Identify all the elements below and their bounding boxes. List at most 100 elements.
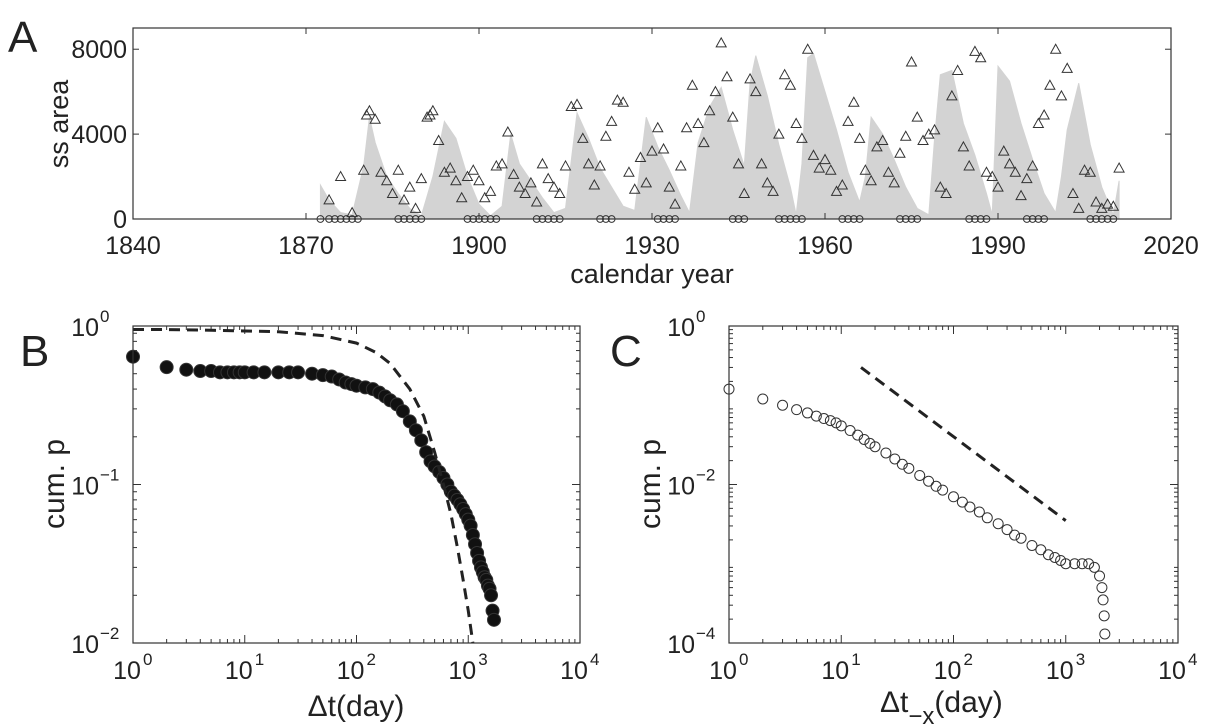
x-tick-label: 1990	[970, 232, 1026, 260]
panel-a-frame	[132, 27, 1172, 220]
panel-c-y-tick-exponent: −2	[696, 466, 715, 485]
triangle-marker	[911, 111, 924, 122]
panel-label-c: C	[610, 327, 642, 376]
panel-c-data-point	[1069, 558, 1081, 570]
triangle-marker	[796, 132, 808, 143]
triangle-marker	[686, 79, 699, 90]
panel-b-data-point	[395, 404, 410, 419]
triangle-marker	[1032, 117, 1045, 128]
x-tick-label: 1930	[624, 232, 680, 260]
panel-c-data-point	[824, 415, 836, 427]
panel-c-data-point	[1094, 570, 1106, 582]
panel-c-x-tick-exponent: 2	[964, 650, 973, 669]
panel-b-x-tick-label: 10	[113, 657, 141, 685]
panel-c-y-tick-exponent: 0	[696, 307, 705, 326]
triangle-marker	[380, 174, 393, 186]
triangle-marker	[1107, 200, 1120, 211]
panel-label-a: A	[8, 13, 38, 62]
triangle-marker	[628, 183, 641, 194]
panel-c-data-point	[973, 506, 985, 518]
panel-b-data-point	[487, 612, 502, 627]
y-tick-label: 8000	[71, 36, 127, 64]
triangle-marker	[715, 36, 728, 48]
panel-b-ylabel: cum. p	[38, 439, 71, 529]
triangle-marker	[830, 185, 843, 196]
panel-c-data-point	[1060, 558, 1072, 570]
x-tick-label: 1960	[797, 232, 853, 260]
triangle-marker	[680, 121, 693, 133]
triangle-marker	[501, 125, 514, 137]
panel-b-y-tick-exponent: 0	[100, 307, 109, 326]
triangle-marker	[1078, 164, 1091, 175]
panel-c-data-point	[1088, 561, 1100, 573]
triangle-marker	[744, 72, 756, 84]
triangle-marker	[1015, 189, 1027, 201]
panel-c-data-point	[896, 458, 908, 470]
triangle-marker	[761, 176, 774, 188]
triangle-marker	[778, 68, 791, 80]
triangle-marker	[946, 89, 958, 101]
panel-c-x-tick-label: 10	[1046, 657, 1074, 685]
triangle-marker	[974, 51, 987, 63]
panel-c-y-tick-label: 10	[667, 473, 695, 501]
x-tick-label: 1900	[451, 232, 507, 260]
triangle-marker	[773, 128, 785, 139]
triangle-marker	[559, 159, 572, 171]
triangle-marker	[801, 43, 814, 54]
triangle-marker	[432, 134, 445, 145]
triangle-marker	[709, 85, 722, 97]
panel-c-data-point	[1001, 524, 1013, 536]
triangle-marker	[542, 172, 555, 184]
panel-b-x-tick-exponent: 0	[143, 650, 152, 669]
triangle-marker	[386, 187, 399, 199]
panel-b-x-tick-label: 10	[225, 657, 253, 685]
panel-c-data-point	[1098, 610, 1110, 622]
panel-c-data-point	[810, 410, 822, 422]
triangle-marker	[980, 166, 993, 177]
panel-b-x-tick-exponent: 4	[590, 650, 599, 669]
triangle-marker	[669, 198, 681, 209]
triangle-marker	[784, 79, 797, 90]
triangle-marker	[888, 176, 901, 188]
triangle-marker	[357, 164, 370, 175]
triangle-marker	[871, 140, 883, 152]
panel-c-x-tick-exponent: 3	[1076, 650, 1085, 669]
triangle-marker	[409, 202, 422, 213]
triangle-marker	[1072, 202, 1085, 213]
panel-c-data-point	[1026, 539, 1038, 551]
triangle-marker	[576, 132, 589, 143]
panel-c-data-point	[964, 501, 976, 513]
panel-c-data-point	[956, 496, 968, 508]
triangle-marker	[698, 136, 710, 148]
triangle-marker	[600, 130, 612, 141]
triangle-marker	[928, 123, 941, 135]
panel-c-plot: 10 0 10 1 10 2 10 3 10 410 −410 −210 0	[667, 307, 1197, 685]
x-tick-label: 1840	[105, 232, 161, 260]
panel-b-x-tick-exponent: 3	[478, 650, 487, 669]
triangle-marker	[617, 96, 630, 107]
triangle-marker	[819, 153, 831, 165]
panel-c-data-point	[1009, 529, 1021, 541]
triangle-marker	[375, 166, 387, 177]
triangle-marker	[415, 172, 428, 184]
triangle-marker	[403, 181, 416, 192]
panel-b-x-tick-label: 10	[337, 657, 365, 685]
panel-b-x-tick-label: 10	[560, 657, 588, 685]
triangle-marker	[726, 111, 739, 122]
triangle-marker	[790, 117, 803, 128]
panel-c-data-point	[880, 447, 892, 459]
triangle-marker	[859, 164, 872, 175]
triangle-marker	[940, 187, 952, 199]
panel-c-data-point	[1097, 594, 1109, 606]
panel-b-data-point	[179, 362, 194, 377]
triangle-marker	[605, 115, 618, 126]
panel-c-data-point	[889, 453, 901, 465]
area-series	[319, 52, 1120, 220]
triangle-marker	[640, 176, 653, 188]
panel-c-data-point	[869, 441, 881, 453]
triangle-marker	[611, 94, 624, 105]
panel-c-data-point	[1015, 532, 1027, 544]
triangle-marker	[582, 157, 595, 169]
triangle-marker	[323, 193, 335, 205]
